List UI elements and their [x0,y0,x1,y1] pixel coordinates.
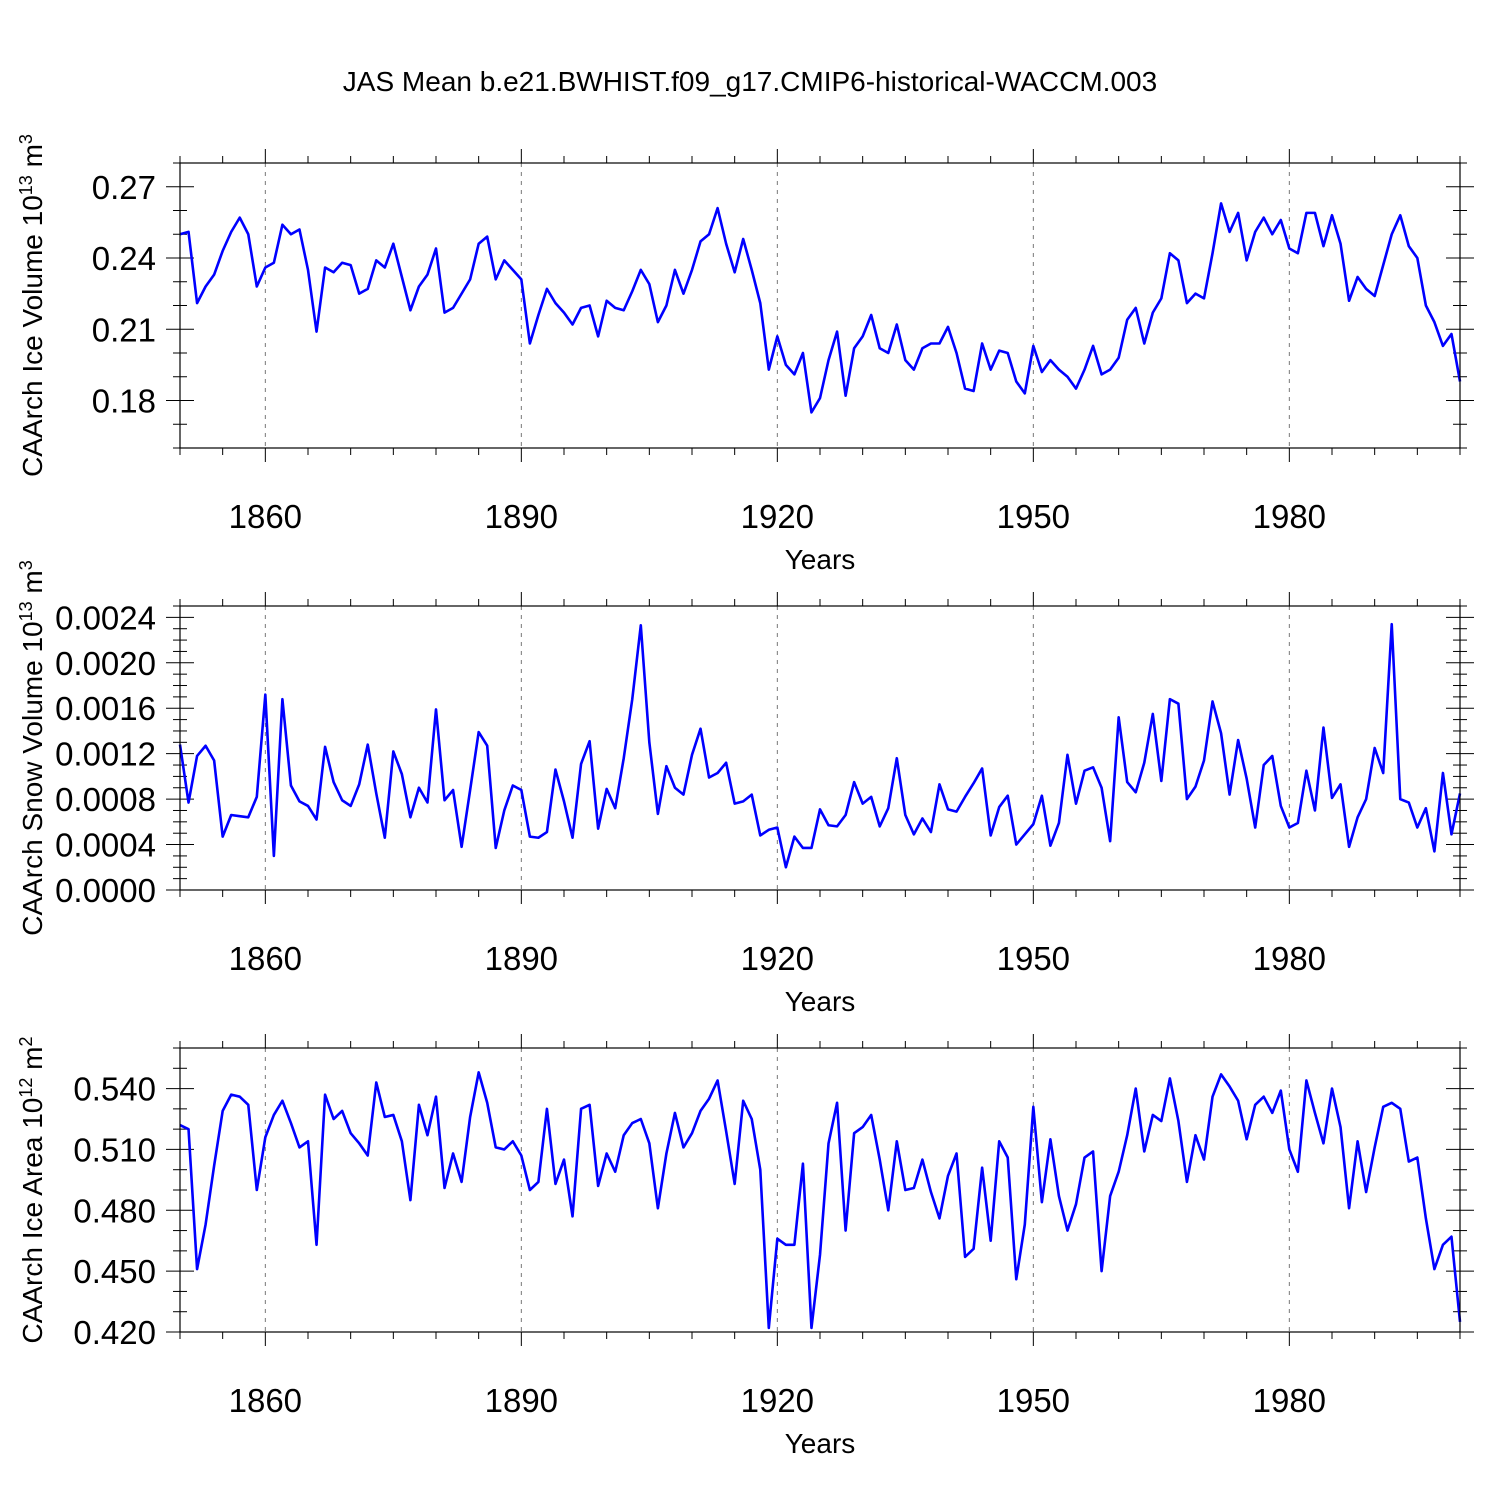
x-tick-label: 1890 [485,1382,558,1419]
x-tick-label: 1860 [229,498,302,535]
y-tick-label: 0.21 [92,311,156,348]
x-axis-title: Years [785,544,856,575]
y-axis-title-mid: m [17,570,48,601]
y-axis-title: CAArch Snow Volume 1013 m3 [16,560,48,936]
y-axis-title-mid: m [17,144,48,175]
figure-title: JAS Mean b.e21.BWHIST.f09_g17.CMIP6-hist… [343,66,1157,97]
y-tick-label: 0.18 [92,383,156,420]
plot-frame [179,162,1461,449]
x-tick-label: 1860 [229,1382,302,1419]
y-axis-title-exp2: 3 [16,134,36,144]
y-tick-label: 0.540 [73,1071,156,1108]
y-tick-label: 0.0024 [55,599,156,636]
y-tick-label: 0.450 [73,1253,156,1290]
x-tick-label: 1920 [741,498,814,535]
panels: 0.18 0.21 0.24 0.27 1860 1890 1920 1950 1980 Year… [16,134,1474,1459]
y-axis-title-exp2: 2 [16,1036,36,1046]
y-tick-label: 0.0020 [55,645,156,682]
x-tick-label: 1890 [485,940,558,977]
y-tick-label: 0.27 [92,169,156,206]
chart-panel-3: 0.420 0.450 0.480 0.510 0.540 1860 1890 1920 195… [16,1034,1474,1459]
y-tick-label: 0.510 [73,1131,156,1168]
x-tick-label: 1950 [997,1382,1070,1419]
y-axis-title-exp1: 13 [16,175,36,195]
y-tick-label: 0.480 [73,1192,156,1229]
y-tick-label: 0.0012 [55,736,156,773]
y-tick-label: 0.24 [92,240,156,277]
chart-panel-2: 0.0000 0.0004 0.0008 0.0012 0.0016 0.0020 0.00… [16,560,1474,1017]
y-axis-title-mid: m [17,1046,48,1077]
y-axis-title-exp2: 3 [16,560,36,570]
x-tick-label: 1980 [1253,498,1326,535]
y-axis-title: CAArch Ice Area 1012 m2 [16,1036,48,1343]
y-axis-title: CAArch Ice Volume 1013 m3 [16,134,48,477]
x-tick-label: 1890 [485,498,558,535]
y-tick-label: 0.0016 [55,690,156,727]
y-tick-label: 0.420 [73,1314,156,1351]
y-axis-title-base: CAArch Snow Volume 10 [17,621,48,935]
x-tick-label: 1950 [997,940,1070,977]
plot-frame [179,1047,1461,1333]
y-axis-title-exp1: 13 [16,601,36,621]
x-tick-label: 1920 [741,1382,814,1419]
x-tick-label: 1950 [997,498,1070,535]
series-line [179,1071,1462,1330]
x-axis-title: Years [785,1428,856,1459]
series-line [179,202,1462,414]
x-tick-label: 1980 [1253,1382,1326,1419]
y-axis-title-base: CAArch Ice Area 10 [17,1098,48,1344]
x-axis-title: Years [785,986,856,1017]
y-axis-title-base: CAArch Ice Volume 10 [17,195,48,477]
series-line [178,622,1462,869]
plot-frame [179,605,1461,891]
y-tick-label: 0.0004 [55,827,156,864]
y-tick-label: 0.0000 [55,872,156,909]
x-tick-label: 1920 [741,940,814,977]
x-tick-label: 1860 [229,940,302,977]
y-tick-label: 0.0008 [55,781,156,818]
y-axis-title-exp1: 12 [16,1078,36,1098]
chart-panel-1: 0.18 0.21 0.24 0.27 1860 1890 1920 1950 1980 Year… [16,134,1474,575]
x-tick-label: 1980 [1253,940,1326,977]
